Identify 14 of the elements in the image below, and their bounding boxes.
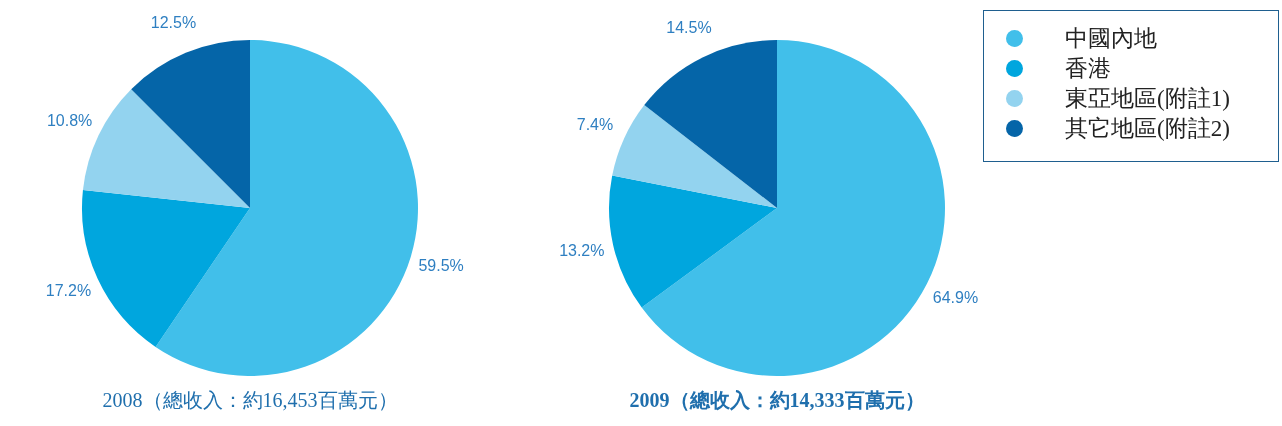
- data-label: 7.4%: [576, 115, 614, 133]
- legend-label: 香港: [1065, 54, 1111, 83]
- data-label: 12.5%: [150, 13, 197, 31]
- legend-label: 東亞地區(附註1): [1065, 84, 1230, 113]
- legend-label: 其它地區(附註2): [1065, 114, 1230, 143]
- text: 2008（總收入：約16,453百萬元）: [102, 389, 398, 412]
- text: 2009（總收入：約14,333百萬元）: [629, 389, 925, 412]
- data-label: 10.8%: [46, 112, 93, 130]
- data-label: 64.9%: [932, 288, 979, 306]
- data-label: 17.2%: [45, 282, 92, 300]
- data-label: 14.5%: [666, 18, 712, 36]
- data-label: 13.2%: [559, 242, 605, 260]
- data-label: 59.5%: [418, 257, 464, 275]
- legend-label: 中國內地: [1065, 24, 1157, 53]
